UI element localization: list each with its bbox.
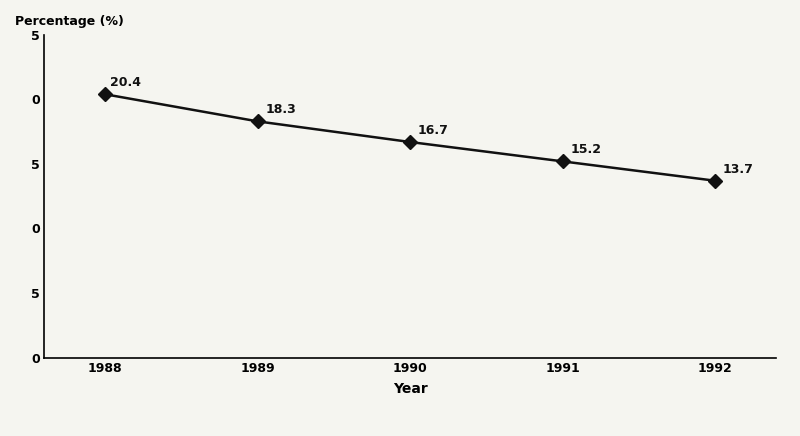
Y-axis label: Percentage (%): Percentage (%) xyxy=(14,15,123,28)
Text: 13.7: 13.7 xyxy=(722,163,754,176)
Text: 18.3: 18.3 xyxy=(265,103,296,116)
Text: 20.4: 20.4 xyxy=(110,76,141,89)
Text: 16.7: 16.7 xyxy=(418,124,449,137)
X-axis label: Year: Year xyxy=(393,382,427,395)
Text: 15.2: 15.2 xyxy=(570,143,601,156)
